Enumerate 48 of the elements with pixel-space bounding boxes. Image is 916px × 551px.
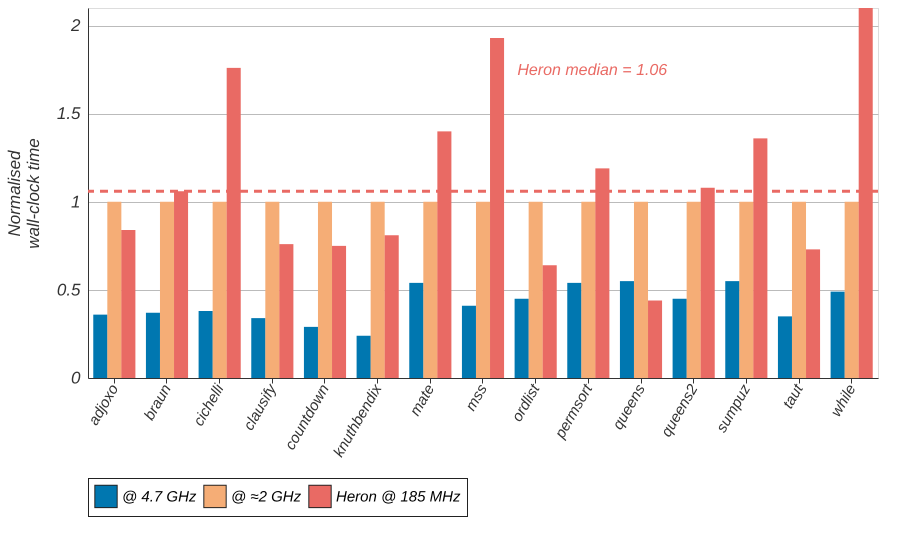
bar [318, 202, 332, 378]
bar [356, 336, 371, 378]
y-tick-label: 1.5 [56, 104, 82, 124]
bar [304, 326, 318, 378]
bar [370, 202, 385, 378]
x-tick-label: taut [780, 380, 808, 412]
bar [462, 306, 476, 378]
bar [686, 202, 701, 378]
bar [778, 316, 792, 378]
y-tick-label: 2 [70, 16, 82, 36]
bar [409, 282, 424, 378]
legend-label: @ 4.7 GHz [122, 488, 197, 506]
bar [542, 265, 557, 378]
bar [739, 202, 754, 378]
bar [792, 202, 806, 378]
bar [634, 202, 648, 378]
bar [830, 292, 845, 378]
bar [844, 202, 859, 378]
legend-label: @ ≈2 GHz [231, 488, 302, 506]
bar [725, 281, 740, 378]
y-tick-label: 1 [71, 192, 80, 212]
bar [514, 298, 529, 378]
bar [423, 202, 438, 378]
bar [648, 300, 662, 378]
legend-label: Heron @ 185 MHz [336, 488, 461, 506]
bar [384, 235, 399, 378]
bar [332, 246, 346, 378]
bar [198, 311, 213, 378]
bar [672, 298, 687, 378]
bar [107, 202, 122, 378]
bar [620, 281, 634, 378]
y-axis-title: Normalised wall-clock time [4, 138, 43, 249]
bar [93, 314, 108, 378]
bar [806, 249, 820, 378]
bar [251, 318, 266, 378]
bar [146, 312, 160, 378]
bar [476, 202, 490, 378]
y-tick-label: 0.5 [56, 280, 82, 300]
bar [160, 202, 174, 378]
bar [581, 202, 596, 378]
bar [567, 282, 582, 378]
bar [279, 244, 294, 378]
bar [121, 230, 136, 378]
bar [212, 202, 227, 378]
bar [265, 202, 280, 378]
ref-line-label: Heron median = 1.06 [517, 62, 668, 79]
y-tick-label: 0 [71, 368, 82, 388]
bar [528, 202, 543, 378]
